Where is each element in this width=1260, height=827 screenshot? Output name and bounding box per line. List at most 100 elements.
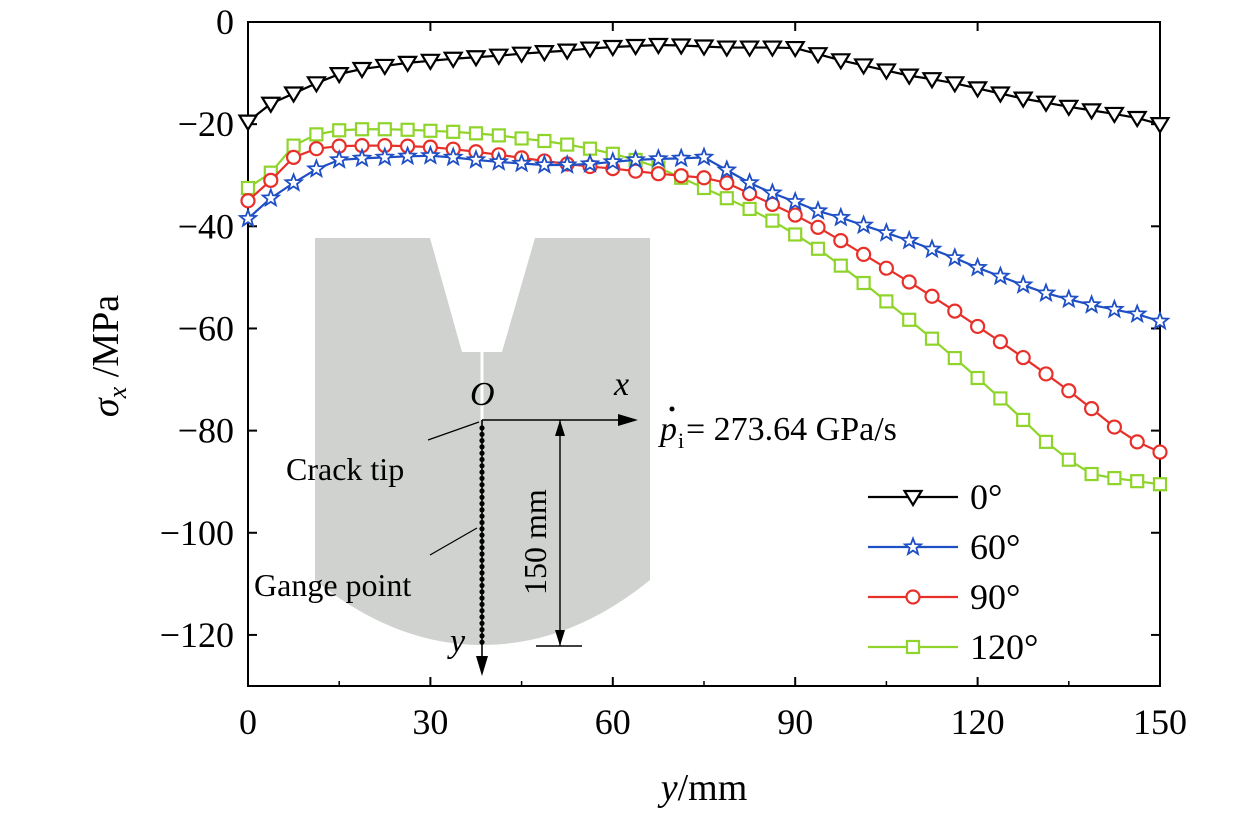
data-point-triangle: [442, 51, 464, 69]
data-point-triangle: [693, 39, 715, 57]
data-point-square: [833, 258, 848, 273]
data-point-circle: [308, 141, 324, 157]
gauge-point-dot: [479, 425, 485, 431]
data-point-square: [423, 123, 438, 138]
data-point-circle: [833, 233, 849, 249]
data-point-circle: [1152, 444, 1168, 460]
data-point-triangle: [807, 47, 829, 65]
legend-label: 120°: [970, 627, 1038, 667]
axis-ticks: 0 30 60 90 120 150 0 −20 −40 −60 −80 −100 −120: [160, 2, 1187, 742]
data-point-circle: [263, 172, 279, 188]
data-point-circle: [1106, 419, 1123, 435]
gauge-point-leader: [429, 527, 478, 556]
data-point-circle: [855, 246, 872, 262]
data-point-star: [784, 190, 806, 211]
x-tick-label: 0: [239, 702, 257, 742]
data-point-circle: [810, 219, 826, 235]
data-point-square: [400, 122, 415, 137]
data-point-star: [875, 221, 897, 242]
legend-item: 90°: [868, 577, 1020, 617]
data-point-circle: [901, 274, 917, 290]
gauge-point-dot: [479, 627, 485, 633]
gauge-point-dot: [479, 633, 485, 639]
data-point-triangle: [511, 46, 533, 64]
data-point-triangle: [237, 114, 259, 132]
data-point-triangle: [853, 58, 875, 76]
data-point-square: [560, 137, 575, 152]
data-point-circle: [696, 170, 712, 186]
legend-label: 90°: [970, 577, 1020, 617]
rate-variable: p: [658, 411, 677, 448]
gauge-points: [479, 425, 485, 645]
data-point-triangle: [1081, 103, 1103, 121]
data-point-triangle: [898, 68, 920, 86]
data-point-circle: [650, 166, 667, 182]
data-point-triangle: [305, 76, 327, 94]
data-point-square: [1016, 412, 1031, 427]
data-point-star: [647, 147, 669, 168]
gauge-point-dot: [479, 519, 485, 526]
data-point-triangle: [647, 37, 669, 56]
data-point-triangle: [967, 81, 989, 99]
data-point-star: [374, 146, 396, 167]
gauge-point-dot: [479, 614, 485, 620]
gauge-point-dot: [479, 456, 485, 463]
rate-subscript: i: [678, 428, 684, 453]
crack-tip-leader: [427, 421, 480, 441]
gauge-point-dot: [479, 494, 485, 500]
data-point-star: [1012, 274, 1034, 294]
data-point-triangle: [488, 48, 510, 66]
data-point-star: [1058, 288, 1080, 309]
data-point-triangle: [351, 61, 373, 80]
gauge-point-dot: [479, 475, 485, 481]
data-point-triangle: [761, 40, 783, 58]
data-point-circle: [1038, 366, 1054, 382]
data-point-square: [905, 639, 921, 655]
gauge-point-dot: [479, 564, 485, 570]
y-tick-label: −120: [160, 615, 234, 655]
legend-item: 0°: [868, 477, 1002, 517]
data-point-triangle: [989, 86, 1011, 104]
dimension-arrow-top: [555, 420, 565, 436]
x-tick-label: 60: [595, 702, 631, 742]
gauge-point-dot: [479, 488, 485, 494]
data-point-square: [354, 122, 370, 137]
data-point-star: [465, 148, 487, 169]
data-point-star: [967, 256, 989, 277]
data-point-circle: [1129, 434, 1145, 450]
series-layer: [237, 37, 1171, 492]
data-point-circle: [878, 260, 895, 276]
gauge-point-dot: [479, 601, 485, 608]
data-point-star: [944, 246, 966, 267]
data-point-square: [240, 180, 256, 196]
gauge-point-dot: [479, 551, 485, 557]
data-point-circle: [924, 288, 940, 304]
y-tick-label: −20: [178, 104, 234, 144]
gauge-point-dot: [479, 463, 485, 469]
gauge-point-dot: [479, 557, 485, 563]
y-axis-subscript: x: [103, 386, 132, 399]
dimension-arrow-bottom: [555, 630, 565, 646]
data-point-square: [1152, 477, 1168, 492]
gauge-point-dot: [479, 620, 485, 626]
gauge-point-dot: [479, 538, 485, 545]
data-point-star: [260, 187, 282, 208]
data-point-square: [788, 227, 803, 242]
data-point-triangle: [556, 43, 578, 61]
data-point-square: [924, 331, 940, 346]
data-point-star: [761, 182, 783, 203]
data-point-star: [625, 148, 647, 169]
data-point-square: [1130, 474, 1145, 489]
data-point-triangle: [1126, 110, 1148, 129]
origin-label: O: [470, 376, 495, 413]
data-point-circle: [947, 303, 963, 319]
gauge-point-dot: [479, 595, 485, 601]
data-point-star: [739, 171, 761, 192]
data-point-circle: [627, 163, 644, 179]
data-point-triangle: [328, 66, 350, 85]
data-point-star: [1035, 282, 1057, 303]
data-point-star: [989, 265, 1011, 286]
data-point-square: [332, 123, 347, 138]
dimension-label: 150 mm: [517, 489, 553, 595]
